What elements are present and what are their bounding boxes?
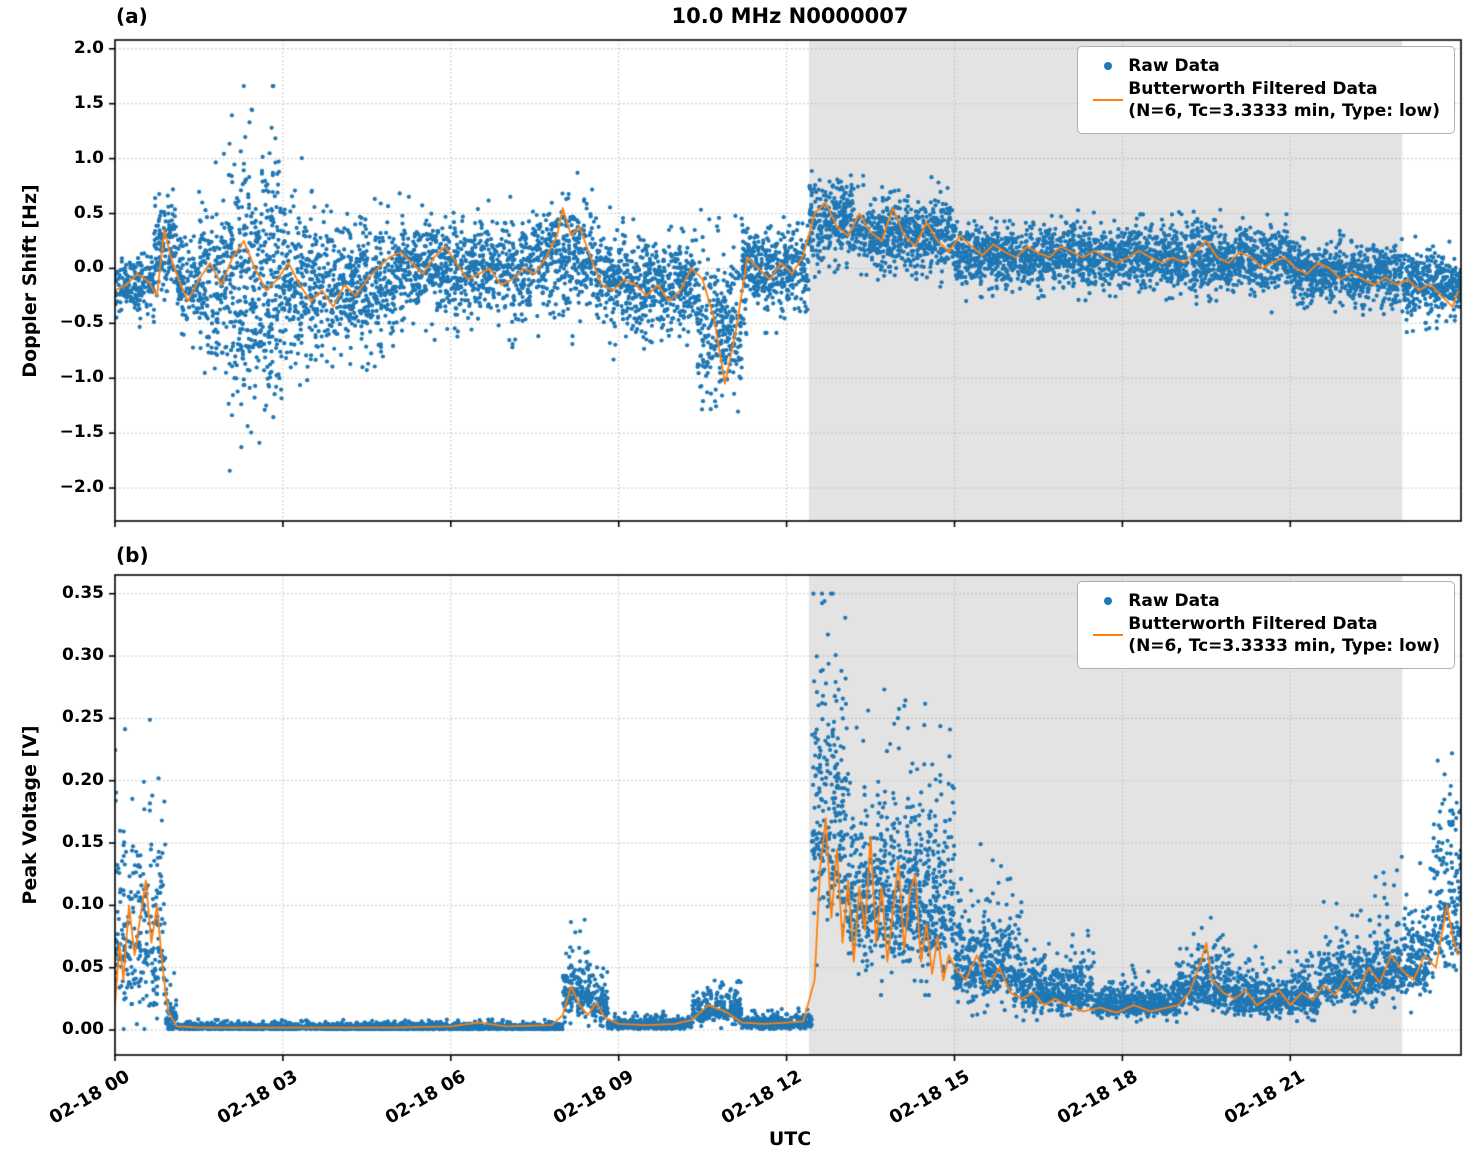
chart-canvas [0, 0, 1472, 1172]
figure: 10.0 MHz N0000007 (a) (b) Doppler Shift … [0, 0, 1472, 1172]
